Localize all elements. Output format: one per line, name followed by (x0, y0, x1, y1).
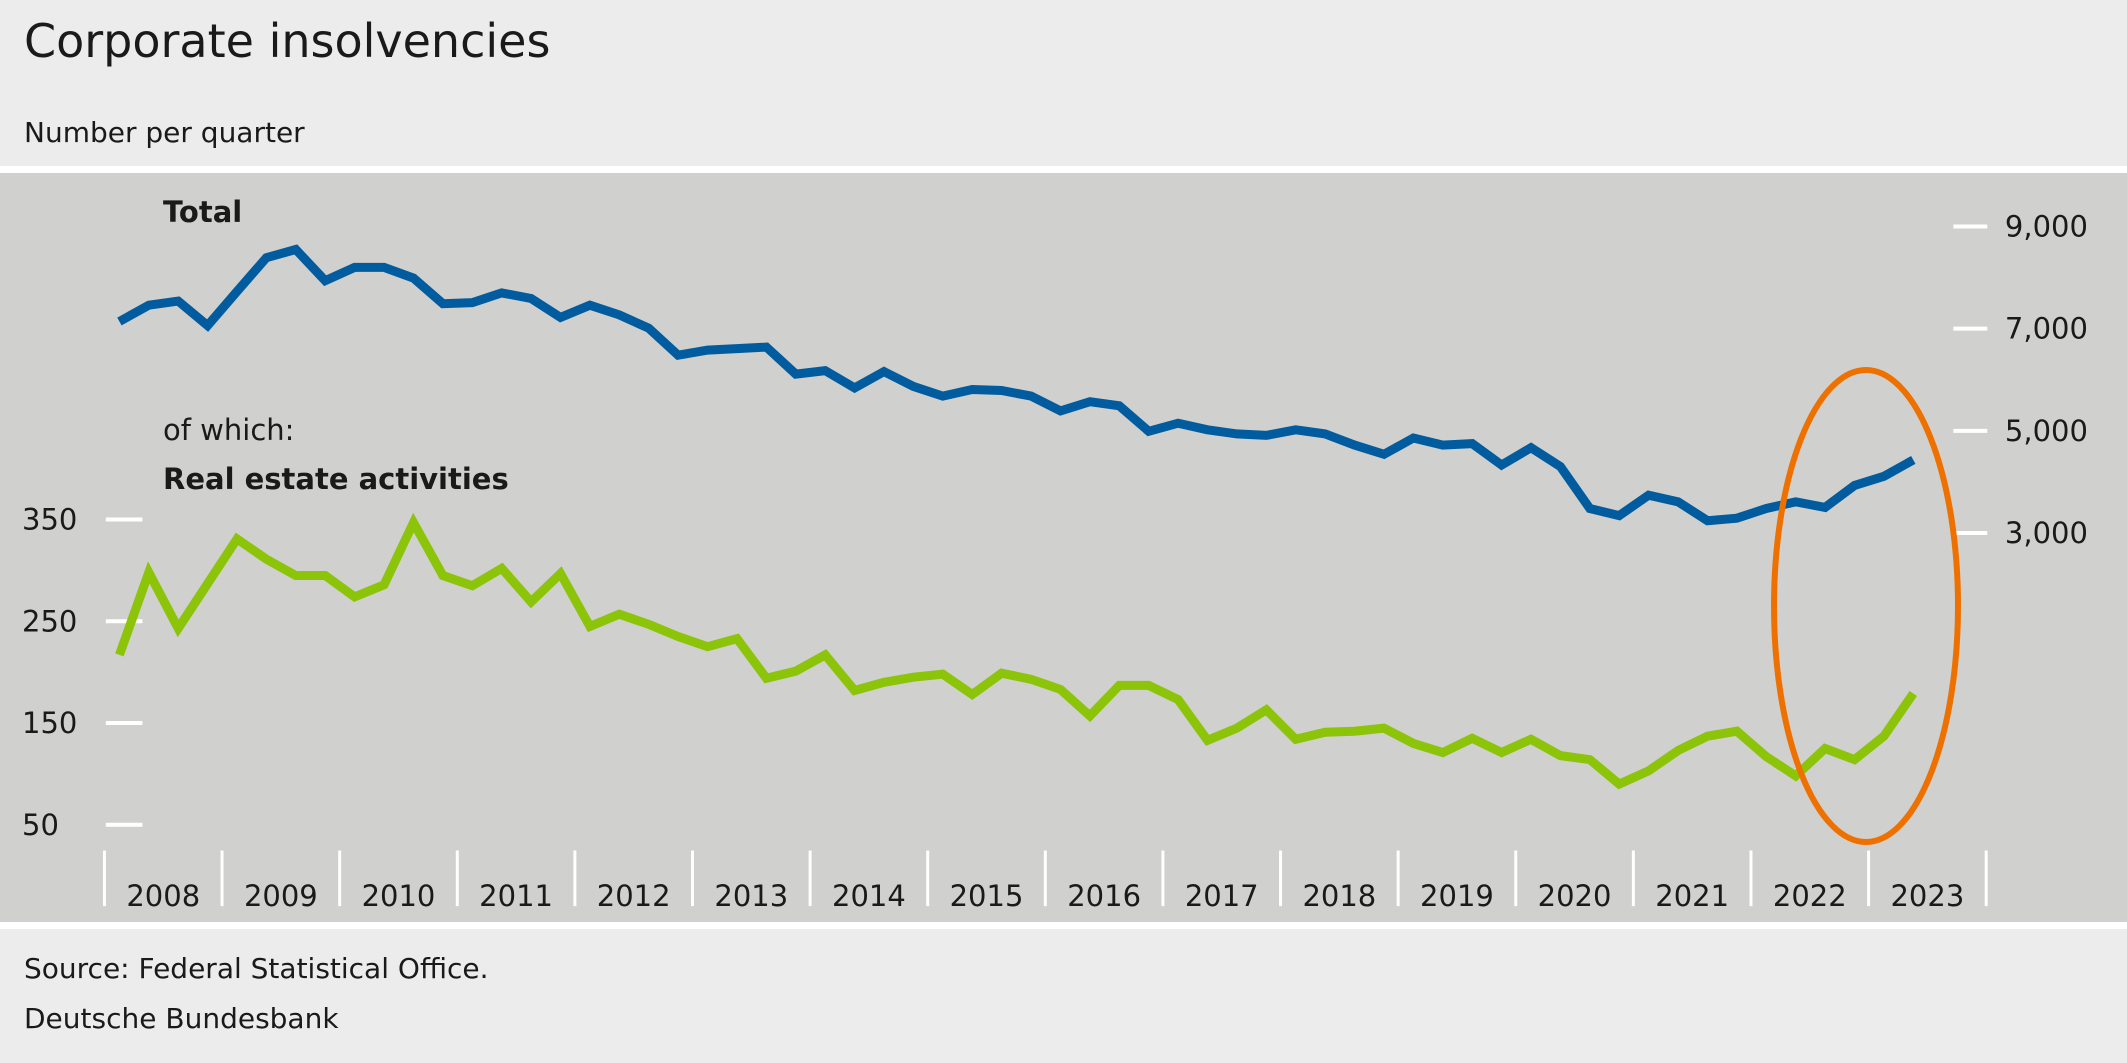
year-label: 2019 (1420, 879, 1494, 913)
year-label: 2023 (1890, 879, 1964, 913)
bottom-divider (0, 922, 2127, 929)
total-label: Total (163, 195, 242, 229)
year-label: 2016 (1067, 879, 1141, 913)
highlight-ellipse (1771, 367, 1961, 845)
year-label: 2012 (597, 879, 671, 913)
source-note: Source: Federal Statistical Office. (24, 952, 489, 985)
year-label: 2018 (1302, 879, 1376, 913)
left-tick-label: 350 (22, 503, 77, 537)
year-label: 2020 (1538, 879, 1612, 913)
right-tick-label: 9,000 (2005, 210, 2088, 244)
year-label: 2022 (1773, 879, 1847, 913)
plot-background (0, 173, 2127, 922)
right-tick-label: 5,000 (2005, 414, 2088, 448)
year-label: 2015 (950, 879, 1024, 913)
year-label: 2011 (479, 879, 553, 913)
series-line-total (117, 244, 1916, 526)
year-label: 2013 (714, 879, 788, 913)
chart-subtitle: Number per quarter (24, 116, 305, 149)
real-estate-label: Real estate activities (163, 462, 509, 496)
year-label: 2021 (1655, 879, 1729, 913)
chart-title: Corporate insolvencies (24, 14, 551, 68)
left-tick-label: 250 (22, 604, 77, 638)
right-tick-label: 7,000 (2005, 312, 2088, 346)
year-label: 2008 (126, 879, 200, 913)
year-label: 2017 (1185, 879, 1259, 913)
of-which-label: of which: (163, 413, 294, 447)
year-label: 2010 (362, 879, 436, 913)
left-tick-label: 150 (22, 706, 77, 740)
publisher-note: Deutsche Bundesbank (24, 1002, 339, 1035)
series-line-real-estate (115, 512, 1918, 790)
left-tick-label: 50 (22, 808, 59, 842)
year-label: 2014 (832, 879, 906, 913)
top-divider (0, 166, 2127, 173)
right-tick-label: 3,000 (2005, 516, 2088, 550)
year-label: 2009 (244, 879, 318, 913)
